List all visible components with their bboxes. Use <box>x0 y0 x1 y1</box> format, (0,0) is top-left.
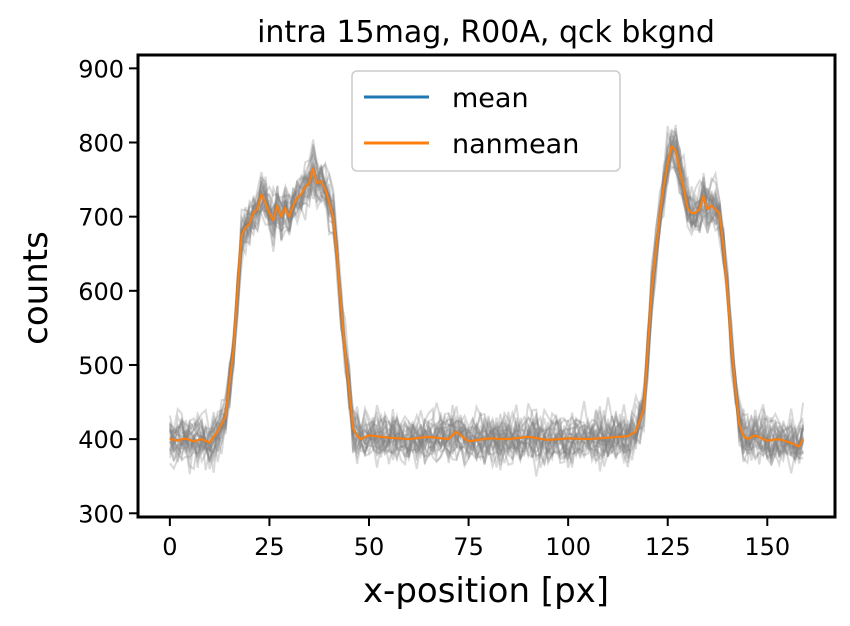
x-tick-label: 75 <box>453 533 484 561</box>
profile-line <box>168 124 804 454</box>
profile-line <box>168 139 805 462</box>
y-tick-label: 500 <box>78 352 124 380</box>
profile-line <box>169 131 805 455</box>
y-tick-label: 800 <box>78 130 124 158</box>
profile-line <box>169 125 805 448</box>
y-axis-label: counts <box>16 231 56 345</box>
profile-line <box>168 147 805 465</box>
profile-line <box>168 140 805 463</box>
profile-line <box>169 130 804 448</box>
profile-line <box>168 148 804 468</box>
legend-label-mean: mean <box>452 83 529 114</box>
x-tick-label: 50 <box>354 533 385 561</box>
x-tick-label: 125 <box>645 533 691 561</box>
profile-line <box>169 165 804 474</box>
plot-area <box>168 124 805 477</box>
x-tick-label: 100 <box>545 533 591 561</box>
x-axis-ticks: 0 25 50 75 100 125 150 <box>162 517 790 561</box>
x-tick-label: 0 <box>162 533 177 561</box>
profile-line <box>168 144 805 466</box>
x-tick-label: 25 <box>254 533 285 561</box>
y-axis-ticks: 300 400 500 600 700 800 900 <box>78 55 138 528</box>
series-line-nanmean <box>169 145 805 448</box>
y-tick-label: 400 <box>78 426 124 454</box>
x-tick-label: 150 <box>744 533 790 561</box>
series-lines <box>169 145 805 448</box>
y-tick-label: 900 <box>78 55 124 83</box>
profile-line <box>168 132 805 459</box>
profile-line <box>168 143 805 470</box>
chart-title: intra 15mag, R00A, qck bkgnd <box>257 15 715 50</box>
legend: mean nanmean <box>351 70 621 172</box>
legend-label-nanmean: nanmean <box>452 129 579 160</box>
y-tick-label: 300 <box>78 500 124 528</box>
y-tick-label: 600 <box>78 278 124 306</box>
axes-frame <box>136 53 837 519</box>
y-tick-label: 700 <box>78 204 124 232</box>
profile-line <box>169 145 804 456</box>
x-axis-label: x-position [px] <box>363 571 609 611</box>
